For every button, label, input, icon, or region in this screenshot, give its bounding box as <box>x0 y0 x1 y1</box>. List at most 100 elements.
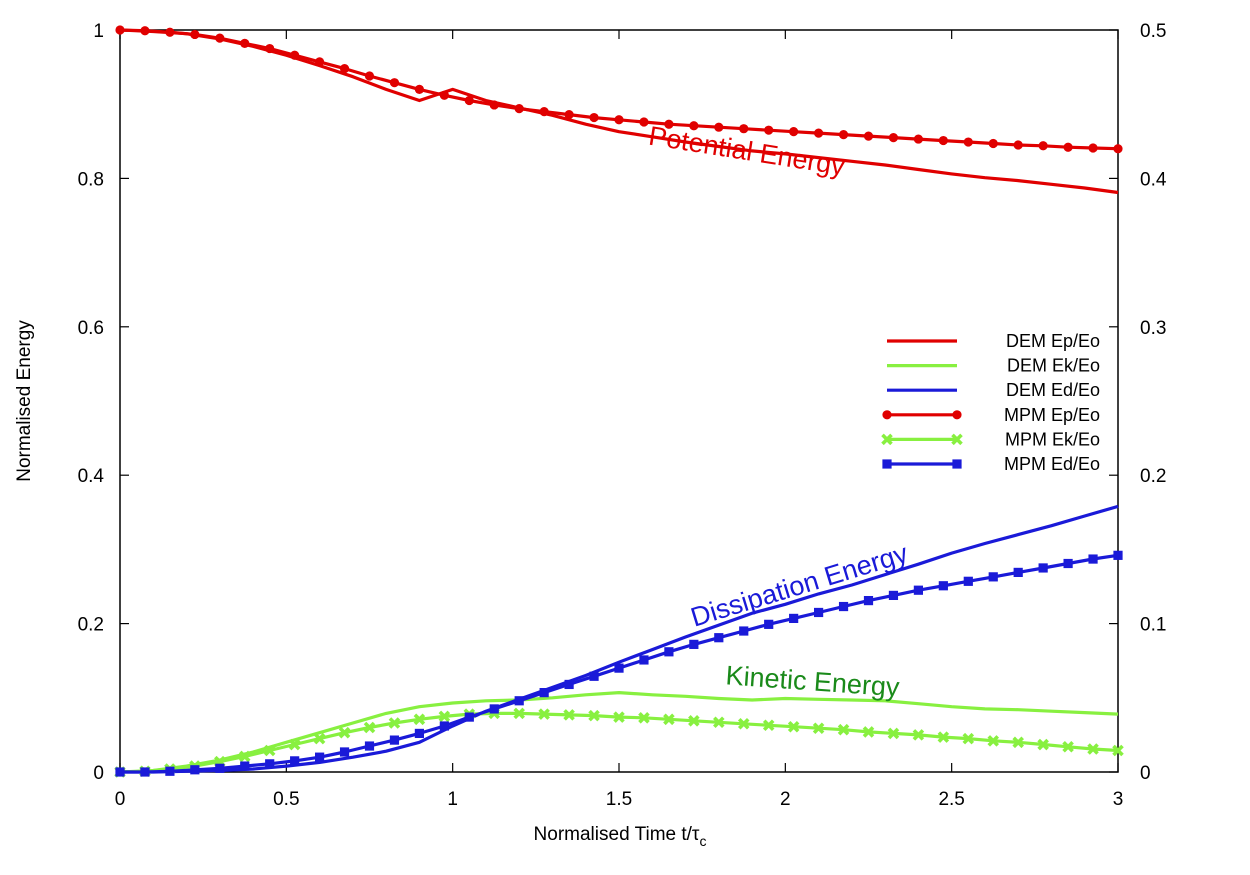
data-point-mpm-ep-eo <box>1063 142 1073 152</box>
data-point-mpm-ep-eo <box>1013 140 1023 150</box>
data-point-mpm-ek-eo <box>887 727 900 740</box>
data-point-mpm-ep-eo <box>364 71 375 81</box>
y-tick-label: 0.8 <box>78 169 104 190</box>
data-point-mpm-ep-eo <box>988 138 998 149</box>
data-point-mpm-ed-eo <box>1063 558 1073 569</box>
data-point-mpm-ek-eo <box>713 716 725 729</box>
data-point-mpm-ep-eo <box>1113 144 1123 154</box>
data-point-mpm-ek-eo <box>1012 736 1024 749</box>
series-line-dem-ed-eo <box>120 504 1119 774</box>
series-line-dem-ep-eo <box>119 28 1119 195</box>
legend-item-mpm-ed-eo: MPM Ed/Eo <box>882 454 1100 474</box>
data-point-mpm-ed-eo <box>190 765 200 775</box>
x-tick-label: 2 <box>780 789 791 810</box>
data-point-mpm-ek-eo <box>688 715 700 727</box>
data-point-mpm-ed-eo <box>165 766 175 776</box>
data-point-mpm-ed-eo <box>614 663 624 673</box>
data-point-mpm-ed-eo <box>115 767 125 777</box>
legend-marker <box>952 410 962 420</box>
data-point-mpm-ek-eo <box>987 735 1000 747</box>
series-dem-ed-eo <box>120 504 1119 774</box>
data-point-mpm-ep-eo <box>539 107 549 117</box>
data-point-mpm-ed-eo <box>140 767 150 777</box>
data-point-mpm-ek-eo <box>937 731 950 743</box>
data-point-mpm-ek-eo <box>313 732 326 745</box>
data-point-mpm-ed-eo <box>863 595 874 606</box>
legend-item-dem-ep-eo: DEM Ep/Eo <box>887 331 1100 351</box>
axis-ticks: 0 0.5 1 1.5 2 2.5 300.20.40.60.8100.10.20.30.4… <box>78 21 1167 810</box>
data-point-mpm-ed-eo <box>764 619 774 629</box>
data-point-mpm-ek-eo <box>538 708 550 720</box>
data-point-mpm-ep-eo <box>614 115 624 125</box>
data-point-mpm-ek-eo <box>812 722 825 734</box>
data-point-mpm-ep-eo <box>789 127 799 137</box>
data-point-mpm-ek-eo <box>912 729 925 741</box>
data-point-mpm-ed-eo <box>240 761 250 771</box>
data-point-mpm-ep-eo <box>190 29 200 40</box>
data-point-mpm-ek-eo <box>837 723 850 736</box>
y2-tick-label: 0.5 <box>1140 21 1166 42</box>
series-dem-ep-eo <box>119 28 1119 195</box>
data-point-mpm-ek-eo <box>862 726 875 738</box>
data-point-mpm-ep-eo <box>140 26 150 36</box>
x-tick-label: 1 <box>447 789 458 810</box>
legend-marker <box>882 410 892 420</box>
data-point-mpm-ed-eo <box>464 712 474 722</box>
data-point-mpm-ep-eo <box>1088 143 1098 153</box>
legend: DEM Ep/Eo DEM Ek/Eo DEM Ed/Eo MPM Ep/Eo MPM … <box>881 331 1100 474</box>
data-point-mpm-ed-eo <box>564 679 574 690</box>
data-point-mpm-ek-eo <box>1037 738 1049 751</box>
data-point-mpm-ek-eo <box>613 711 625 723</box>
data-point-mpm-ep-eo <box>689 121 699 131</box>
data-point-mpm-ed-eo <box>913 585 923 595</box>
x-tick-label: 3 <box>1113 789 1124 810</box>
data-point-mpm-ep-eo <box>464 95 474 106</box>
data-point-mpm-ek-eo <box>962 732 975 745</box>
data-point-mpm-ed-eo <box>215 763 225 773</box>
data-point-mpm-ep-eo <box>1038 141 1048 151</box>
y2-tick-label: 0 <box>1140 763 1151 784</box>
data-point-mpm-ep-eo <box>165 27 175 37</box>
data-point-mpm-ek-eo <box>737 717 750 730</box>
series-line-dem-ek-eo <box>119 691 1119 774</box>
data-point-mpm-ek-eo <box>363 721 376 734</box>
y-tick-label: 0.4 <box>78 466 105 487</box>
series-group <box>114 25 1124 778</box>
x-tick-label: 0 <box>115 789 126 810</box>
data-point-mpm-ep-eo <box>240 38 250 48</box>
legend-label: DEM Ek/Eo <box>1007 356 1100 376</box>
data-point-mpm-ep-eo <box>639 117 649 127</box>
data-point-mpm-ed-eo <box>315 752 325 762</box>
data-point-mpm-ep-eo <box>739 124 749 134</box>
legend-item-dem-ek-eo: DEM Ek/Eo <box>887 356 1100 376</box>
data-point-mpm-ep-eo <box>714 122 724 132</box>
data-point-mpm-ep-eo <box>913 134 924 144</box>
data-point-mpm-ep-eo <box>290 50 300 60</box>
data-point-mpm-ek-eo <box>663 713 675 726</box>
data-point-mpm-ed-eo <box>739 626 749 636</box>
data-point-mpm-ek-eo <box>338 726 351 739</box>
legend-item-mpm-ep-eo: MPM Ep/Eo <box>882 405 1100 425</box>
x-tick-label: 1.5 <box>606 789 632 810</box>
data-point-mpm-ep-eo <box>938 135 948 146</box>
data-point-mpm-ep-eo <box>414 84 424 94</box>
annotation-kinetic-energy: Kinetic Energy <box>725 660 901 702</box>
y-tick-label: 1 <box>93 21 104 42</box>
data-point-mpm-ed-eo <box>489 704 499 714</box>
data-point-mpm-ed-eo <box>364 741 375 751</box>
data-point-mpm-ek-eo <box>413 713 426 726</box>
data-point-mpm-ep-eo <box>489 100 499 110</box>
data-point-mpm-ed-eo <box>290 756 300 766</box>
data-point-mpm-ep-eo <box>215 33 225 43</box>
data-point-mpm-ed-eo <box>514 696 524 706</box>
data-point-mpm-ep-eo <box>589 112 599 123</box>
data-point-mpm-ep-eo <box>339 63 350 74</box>
data-point-mpm-ed-eo <box>814 607 824 618</box>
y2-tick-label: 0.1 <box>1140 615 1166 636</box>
legend-label: MPM Ek/Eo <box>1005 429 1100 449</box>
data-point-mpm-ed-eo <box>789 613 799 624</box>
data-point-mpm-ep-eo <box>265 43 275 54</box>
data-point-mpm-ep-eo <box>963 137 973 147</box>
legend-item-dem-ed-eo: DEM Ed/Eo <box>887 380 1100 400</box>
data-point-mpm-ep-eo <box>764 125 774 135</box>
